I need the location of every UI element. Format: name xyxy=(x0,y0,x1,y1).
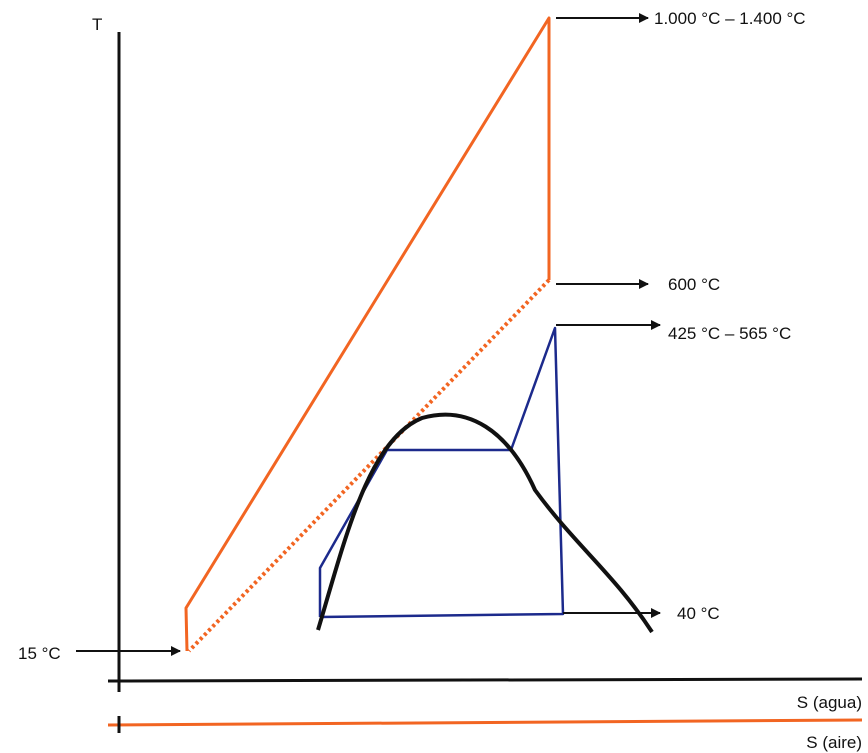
temperature-arrows xyxy=(76,13,661,656)
label-gas-max-temp: 1.000 °C – 1.400 °C xyxy=(654,9,806,28)
s-water-axis-line xyxy=(107,677,863,683)
gas-cycle-path xyxy=(184,16,551,652)
label-gas-exhaust-temp: 600 °C xyxy=(668,275,720,294)
s-air-axis-line xyxy=(107,718,863,727)
label-condenser-temp: 40 °C xyxy=(677,604,720,623)
gas-cycle xyxy=(184,16,551,653)
axes xyxy=(107,32,863,733)
s-air-axis-label: S (aire) xyxy=(806,733,862,752)
s-water-axis-label: S (agua) xyxy=(797,693,862,712)
saturation-dome xyxy=(316,412,654,634)
label-ambient-temp: 15 °C xyxy=(18,644,61,663)
gas-cycle-heat-rejection-dotted xyxy=(187,278,551,653)
label-steam-temp: 425 °C – 565 °C xyxy=(668,324,791,343)
t-axis-label: T xyxy=(92,15,102,34)
